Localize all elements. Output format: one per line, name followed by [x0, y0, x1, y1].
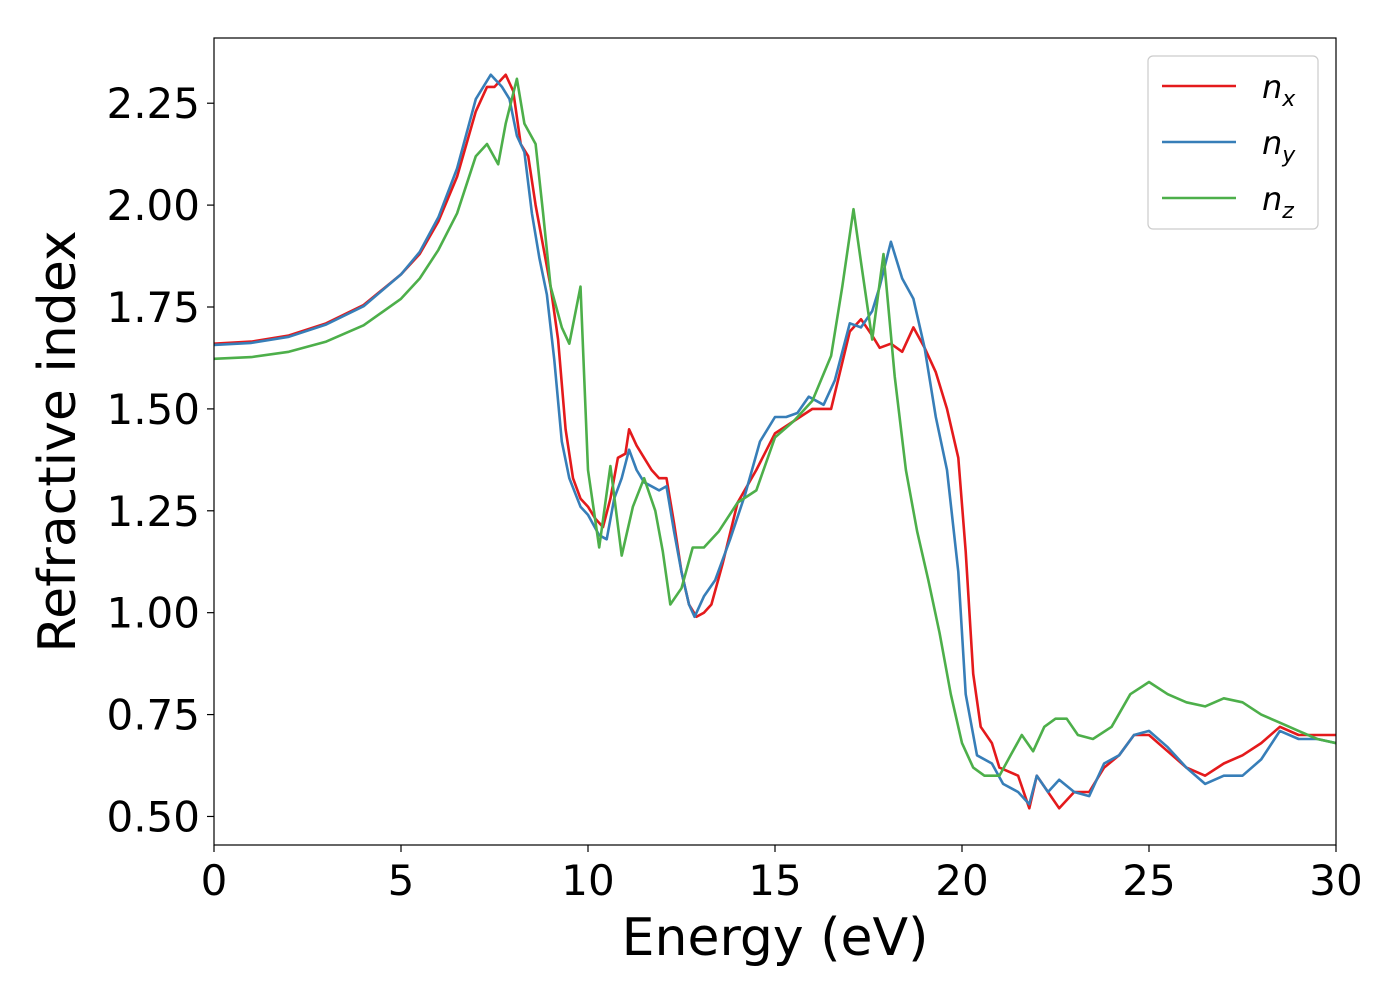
y-tick-label: 2.25	[106, 79, 200, 128]
y-axis-label: Refractive index	[28, 230, 88, 652]
x-tick-label: 30	[1309, 856, 1362, 905]
y-tick-label: 1.25	[106, 487, 200, 536]
x-tick-label: 5	[388, 856, 415, 905]
legend-label-nx: nx	[1262, 68, 1296, 112]
series-line-ny	[214, 73, 1336, 806]
x-tick-label: 20	[935, 856, 988, 905]
x-tick-label: 15	[748, 856, 801, 905]
y-tick-label: 2.00	[106, 181, 200, 230]
x-tick-label: 10	[561, 856, 614, 905]
y-tick-label: 0.50	[106, 792, 200, 841]
y-tick-label: 1.75	[106, 283, 200, 332]
x-tick-label: 0	[201, 856, 228, 905]
legend-label-ny: ny	[1262, 124, 1296, 168]
y-tick-label: 1.50	[106, 385, 200, 434]
legend: nx ny nz	[1147, 55, 1319, 230]
y-tick-label: 1.00	[106, 589, 200, 638]
series-line-nz	[214, 77, 1336, 777]
legend-label-nz: nz	[1262, 180, 1294, 224]
x-axis-ticks: 0 5 10 15 20 25 30	[201, 845, 1363, 905]
x-axis-label: Energy (eV)	[622, 908, 929, 968]
series-layer	[214, 73, 1336, 810]
y-axis-ticks: 0.50 0.75 1.00 1.25 1.50 1.75 2.00 2.25	[106, 79, 214, 841]
y-tick-label: 0.75	[106, 691, 200, 740]
x-tick-label: 25	[1122, 856, 1175, 905]
